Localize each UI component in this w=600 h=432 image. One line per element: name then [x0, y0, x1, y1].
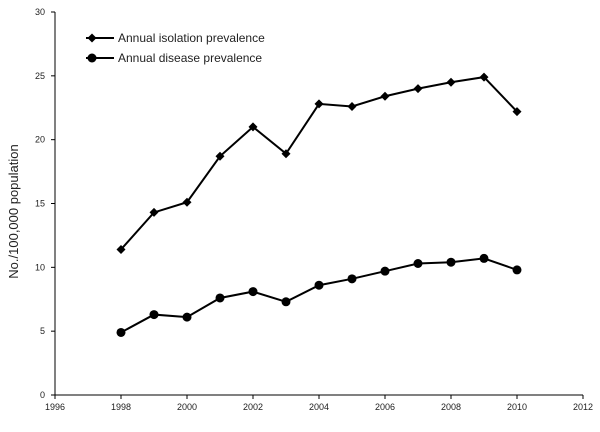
y-tick-label: 25 — [35, 71, 45, 81]
x-tick-label: 2000 — [177, 402, 197, 412]
data-point-diamond — [413, 84, 423, 94]
data-point-diamond — [314, 99, 324, 109]
data-point-circle — [182, 312, 192, 322]
y-tick-label: 30 — [35, 7, 45, 17]
data-point-diamond — [380, 91, 390, 101]
data-point-circle — [281, 297, 291, 307]
series-layer — [116, 72, 522, 337]
y-tick-label: 20 — [35, 135, 45, 145]
series-2 — [116, 253, 522, 337]
data-point-diamond — [512, 107, 522, 117]
y-tick-label: 15 — [35, 199, 45, 209]
data-point-diamond — [87, 33, 97, 43]
legend: Annual isolation prevalence Annual diseas… — [86, 31, 265, 65]
y-tick-label: 10 — [35, 262, 45, 272]
x-tick-label: 1996 — [45, 402, 65, 412]
y-axis-ticks: 0 5 10 15 20 25 30 — [35, 7, 55, 400]
data-point-circle — [479, 253, 489, 263]
x-tick-label: 2008 — [441, 402, 461, 412]
x-tick-label: 1998 — [111, 402, 131, 412]
data-point-diamond — [215, 151, 225, 161]
data-point-circle — [248, 287, 258, 297]
x-tick-label: 2010 — [507, 402, 527, 412]
y-tick-label: 0 — [40, 390, 45, 400]
data-point-diamond — [281, 149, 291, 159]
x-tick-label: 2002 — [243, 402, 263, 412]
data-point-circle — [215, 293, 225, 303]
data-point-circle — [380, 266, 390, 276]
x-axis-ticks: 1996 1998 2000 2002 2004 2006 2008 2010 2012 — [45, 395, 593, 412]
data-point-circle — [413, 259, 423, 269]
x-tick-label: 2006 — [375, 402, 395, 412]
legend-item: Annual isolation prevalence — [86, 31, 265, 45]
data-point-diamond — [248, 122, 258, 132]
y-axis-title: No./100,000 population — [6, 144, 21, 278]
data-point-circle — [87, 53, 97, 63]
data-point-diamond — [149, 207, 159, 217]
data-point-circle — [116, 327, 126, 337]
data-point-diamond — [479, 72, 489, 82]
x-tick-label: 2004 — [309, 402, 329, 412]
legend-label: Annual disease prevalence — [118, 51, 262, 65]
axes — [54, 12, 583, 396]
legend-item: Annual disease prevalence — [86, 51, 262, 65]
data-point-circle — [446, 257, 456, 267]
data-point-circle — [149, 310, 159, 320]
data-point-circle — [512, 265, 522, 275]
data-point-circle — [347, 274, 357, 284]
x-tick-label: 2012 — [573, 402, 593, 412]
data-point-diamond — [182, 197, 192, 207]
series-line — [120, 257, 518, 334]
data-point-diamond — [446, 77, 456, 87]
y-tick-label: 5 — [40, 326, 45, 336]
series-1 — [116, 72, 522, 254]
data-point-diamond — [347, 101, 357, 111]
data-point-diamond — [116, 244, 126, 254]
legend-label: Annual isolation prevalence — [118, 31, 265, 45]
data-point-circle — [314, 280, 324, 290]
